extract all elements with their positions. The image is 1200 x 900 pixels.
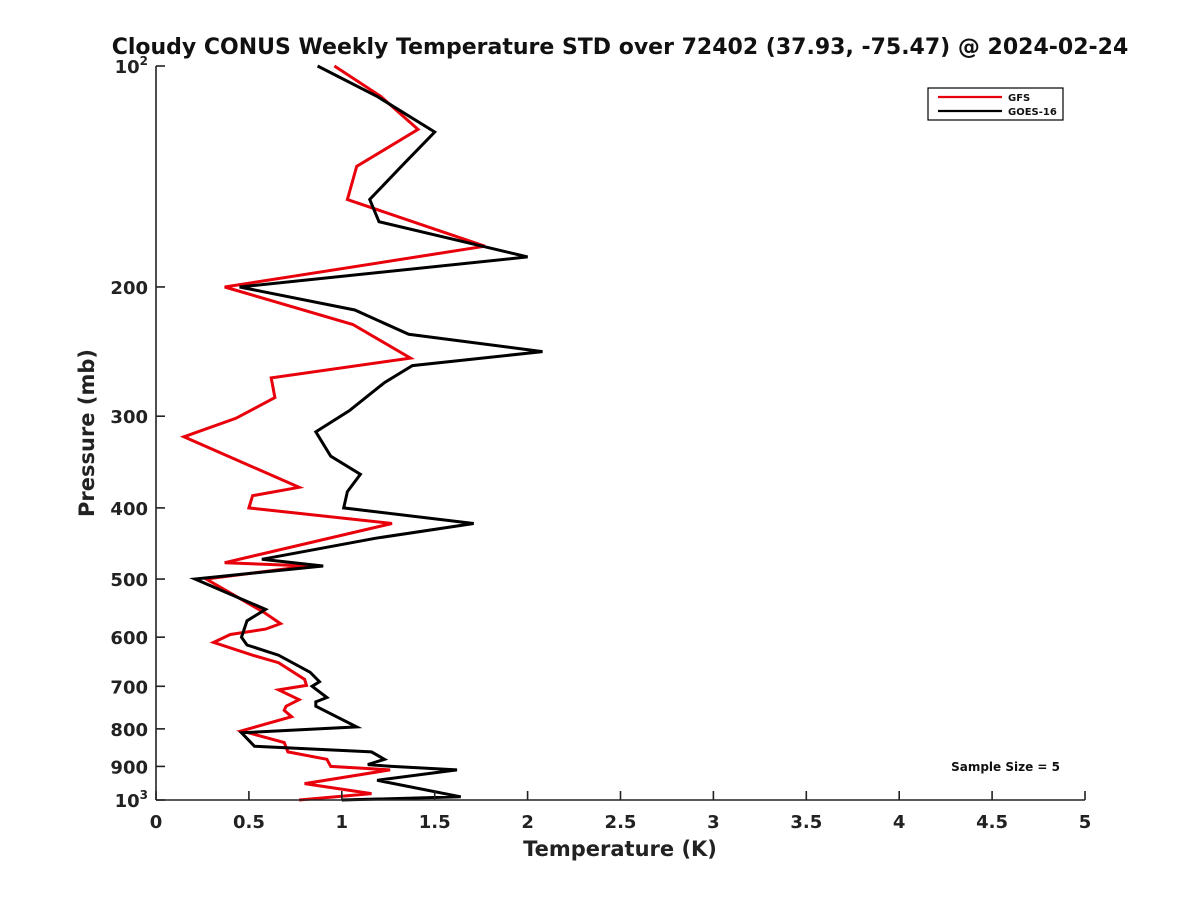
x-tick-label: 3 [707,812,720,833]
y-axis-ticks: 102 200 300 400 500 600 700 800 900 103 [110,54,165,812]
x-tick-label: 4 [893,812,906,833]
legend: GFS GOES-16 [927,87,1064,121]
x-tick-label: 1.5 [419,812,451,833]
y-tick-label: 500 [110,570,148,591]
x-tick-label: 2.5 [605,812,637,833]
legend-label-goes16: GOES-16 [1008,107,1057,118]
y-tick-label: 800 [110,720,148,741]
x-axis-label: Temperature (K) [523,837,717,861]
y-tick-label: 900 [110,757,148,778]
x-tick-label: 4.5 [976,812,1008,833]
x-tick-label: 0 [150,812,163,833]
x-tick-label: 1 [336,812,349,833]
series-line-goes-16 [189,64,543,802]
x-tick-label: 0.5 [233,812,265,833]
chart-title: Cloudy CONUS Weekly Temperature STD over… [112,35,1129,60]
y-tick-label: 200 [110,278,148,299]
y-tick-label: 400 [110,499,148,520]
sample-size-annotation: Sample Size = 5 [951,760,1060,774]
legend-label-gfs: GFS [1008,93,1030,104]
x-tick-label: 5 [1079,812,1092,833]
y-tick-label: 300 [110,407,148,428]
series-layer [179,64,543,802]
y-tick-label: 102 [115,54,148,78]
y-tick-label: 600 [110,628,148,649]
x-axis-ticks: 0 0.5 1 1.5 2 2.5 3 3.5 4 4.5 5 [150,791,1092,833]
legend-box [927,87,1064,121]
series-line-gfs [179,64,486,802]
x-tick-label: 2 [521,812,534,833]
x-tick-label: 3.5 [790,812,822,833]
y-axis-label: Pressure (mb) [75,349,99,517]
plot-area [155,64,1085,802]
y-tick-label: 700 [110,677,148,698]
y-tick-label: 103 [115,788,148,812]
